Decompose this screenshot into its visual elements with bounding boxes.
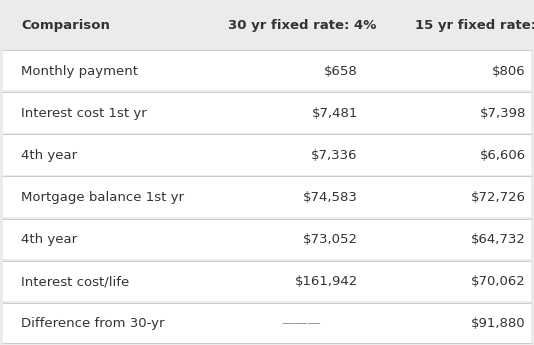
Text: Interest cost 1st yr: Interest cost 1st yr bbox=[21, 107, 147, 120]
Bar bbox=[3, 219, 531, 259]
Text: $806: $806 bbox=[492, 65, 526, 78]
Bar bbox=[3, 92, 531, 132]
Text: Mortgage balance 1st yr: Mortgage balance 1st yr bbox=[21, 191, 184, 204]
Bar bbox=[3, 261, 531, 301]
Text: $6,606: $6,606 bbox=[480, 149, 526, 162]
Text: 15 yr fixed rate: 3.5%: 15 yr fixed rate: 3.5% bbox=[415, 19, 534, 31]
Text: $7,398: $7,398 bbox=[480, 107, 526, 120]
Text: $74,583: $74,583 bbox=[303, 191, 358, 204]
Text: 4th year: 4th year bbox=[21, 149, 77, 162]
Bar bbox=[3, 176, 531, 217]
Text: 4th year: 4th year bbox=[21, 233, 77, 246]
Text: Comparison: Comparison bbox=[21, 19, 110, 31]
Text: Interest cost/life: Interest cost/life bbox=[21, 275, 130, 288]
Text: ———: ——— bbox=[282, 317, 321, 331]
Text: $91,880: $91,880 bbox=[472, 317, 526, 331]
Text: $7,481: $7,481 bbox=[311, 107, 358, 120]
Text: 30 yr fixed rate: 4%: 30 yr fixed rate: 4% bbox=[227, 19, 376, 31]
Text: $658: $658 bbox=[324, 65, 358, 78]
Text: $72,726: $72,726 bbox=[471, 191, 526, 204]
Text: Monthly payment: Monthly payment bbox=[21, 65, 138, 78]
Text: $64,732: $64,732 bbox=[471, 233, 526, 246]
Bar bbox=[3, 134, 531, 175]
Text: $73,052: $73,052 bbox=[303, 233, 358, 246]
Text: $7,336: $7,336 bbox=[311, 149, 358, 162]
Text: $70,062: $70,062 bbox=[471, 275, 526, 288]
Text: Difference from 30-yr: Difference from 30-yr bbox=[21, 317, 165, 331]
Bar bbox=[3, 50, 531, 90]
Text: $161,942: $161,942 bbox=[295, 275, 358, 288]
Bar bbox=[3, 303, 531, 343]
